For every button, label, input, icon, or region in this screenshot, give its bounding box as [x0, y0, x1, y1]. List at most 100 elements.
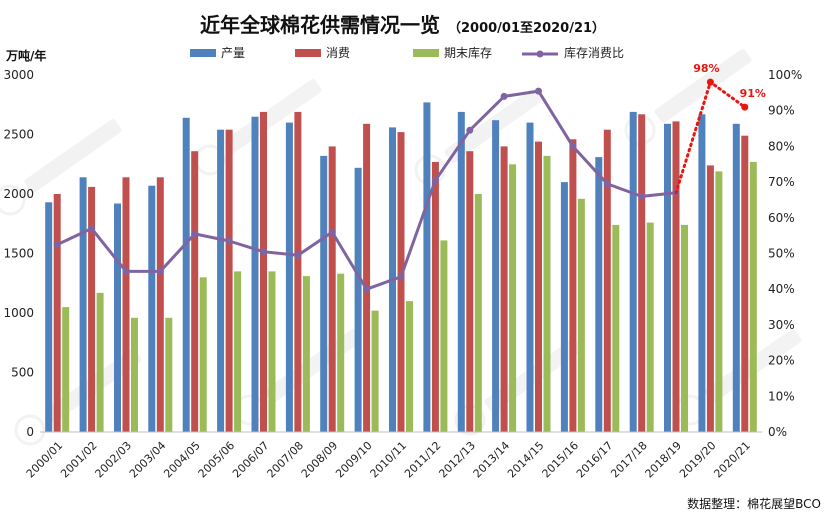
y-left-tick-label: 1500 — [3, 247, 34, 261]
bar-产量 — [457, 111, 465, 433]
x-tick-label: 2004/05 — [161, 439, 203, 481]
bar-消费 — [741, 135, 749, 432]
bar-期末库存 — [577, 198, 585, 432]
legend-label: 期末库存 — [444, 45, 492, 60]
bar-期末库存 — [749, 161, 757, 432]
bar-产量 — [148, 185, 156, 432]
watermark-logo — [14, 414, 46, 446]
bar-消费 — [672, 121, 680, 433]
y-left-ticks: 0 500 1000 1500 2000 2500 3000 — [3, 68, 34, 439]
bar-消费 — [363, 123, 371, 433]
line-point — [603, 180, 611, 188]
bar-产量 — [251, 116, 259, 432]
bar-期末库存 — [131, 317, 138, 432]
x-tick-label: 2009/10 — [333, 439, 375, 481]
line-point — [88, 225, 96, 232]
bar-消费 — [603, 129, 611, 432]
bar-期末库存 — [62, 307, 70, 432]
bar-产量 — [698, 114, 706, 433]
line-point — [431, 176, 439, 184]
line-point — [225, 237, 233, 245]
y-left-tick-label: 2000 — [3, 187, 34, 201]
bar-期末库存 — [199, 277, 207, 432]
x-tick-label: 2006/07 — [230, 439, 272, 481]
line-point — [191, 230, 199, 238]
y-right-tick-label: 70% — [768, 175, 795, 189]
x-tick-label: 2002/03 — [93, 439, 135, 481]
y-left-tick-label: 3000 — [3, 68, 34, 82]
legend-label: 产量 — [221, 46, 245, 60]
bar-消费 — [638, 114, 646, 433]
line-point — [363, 285, 371, 293]
y-right-tick-label: 10% — [768, 389, 795, 403]
bar-消费 — [225, 129, 233, 432]
bar-消费 — [88, 186, 96, 432]
bar-产量 — [182, 117, 190, 433]
bar-消费 — [706, 165, 714, 432]
lines — [53, 78, 749, 293]
line-point — [122, 267, 130, 275]
bar-产量 — [595, 157, 603, 432]
line-point — [535, 87, 542, 95]
bar-消费 — [260, 111, 267, 433]
x-tick-label: 2003/04 — [127, 439, 169, 481]
projection-data-label: 91% — [740, 87, 766, 100]
bar-产量 — [217, 129, 225, 432]
watermark-band — [24, 118, 122, 193]
line-point — [466, 126, 474, 134]
watermark-band — [224, 78, 322, 153]
line-point — [156, 267, 164, 275]
bar-期末库存 — [302, 276, 310, 432]
bar-消费 — [122, 177, 130, 432]
bars — [45, 102, 757, 433]
legend-label: 消费 — [326, 46, 350, 60]
bar-期末库存 — [371, 310, 379, 432]
x-tick-label: 2005/06 — [196, 439, 238, 481]
x-tick-label: 2014/15 — [505, 439, 547, 481]
bar-期末库存 — [337, 273, 345, 432]
x-tick-label: 2001/02 — [58, 439, 100, 481]
y-right-tick-label: 40% — [768, 282, 795, 296]
bar-产量 — [526, 122, 534, 432]
y-left-axis-title: 万吨/年 — [5, 48, 46, 63]
bar-期末库存 — [406, 301, 413, 432]
bar-消费 — [156, 177, 164, 432]
bar-产量 — [79, 177, 87, 432]
legend-swatch-期末库存 — [413, 49, 439, 57]
projection-data-label: 98% — [693, 62, 719, 75]
legend-swatch-产量 — [190, 49, 216, 57]
bar-产量 — [45, 202, 53, 432]
x-tick-label: 2010/11 — [368, 439, 410, 481]
watermark-logo — [0, 184, 26, 216]
line-point — [638, 192, 646, 200]
bar-期末库存 — [543, 155, 551, 432]
bar-期末库存 — [165, 317, 173, 432]
line-point — [569, 142, 577, 150]
bar-产量 — [492, 120, 500, 432]
legend-swatch-消费 — [295, 49, 321, 57]
watermark-band — [264, 328, 362, 403]
bar-期末库存 — [474, 194, 482, 432]
bar-产量 — [560, 182, 568, 432]
y-left-tick-label: 1000 — [3, 306, 34, 320]
line-point — [294, 251, 302, 259]
x-tick-label: 2020/21 — [711, 439, 753, 481]
legend-label: 库存消费比 — [564, 45, 624, 60]
x-ticks: 2000/012001/022002/032003/042004/052005/… — [24, 439, 753, 481]
bar-消费 — [569, 139, 577, 433]
y-left-tick-label: 500 — [11, 366, 34, 380]
bar-期末库存 — [646, 222, 654, 432]
x-tick-label: 2011/12 — [402, 439, 444, 481]
y-right-tick-label: 90% — [768, 104, 795, 118]
bar-消费 — [500, 146, 508, 432]
bar-期末库存 — [268, 271, 276, 432]
watermark-mark — [0, 118, 122, 216]
x-tick-label: 2012/13 — [436, 439, 478, 481]
bar-产量 — [114, 203, 121, 432]
projection-point — [706, 78, 714, 86]
bar-消费 — [397, 132, 405, 432]
bar-期末库存 — [440, 240, 448, 432]
bar-期末库存 — [612, 224, 620, 432]
